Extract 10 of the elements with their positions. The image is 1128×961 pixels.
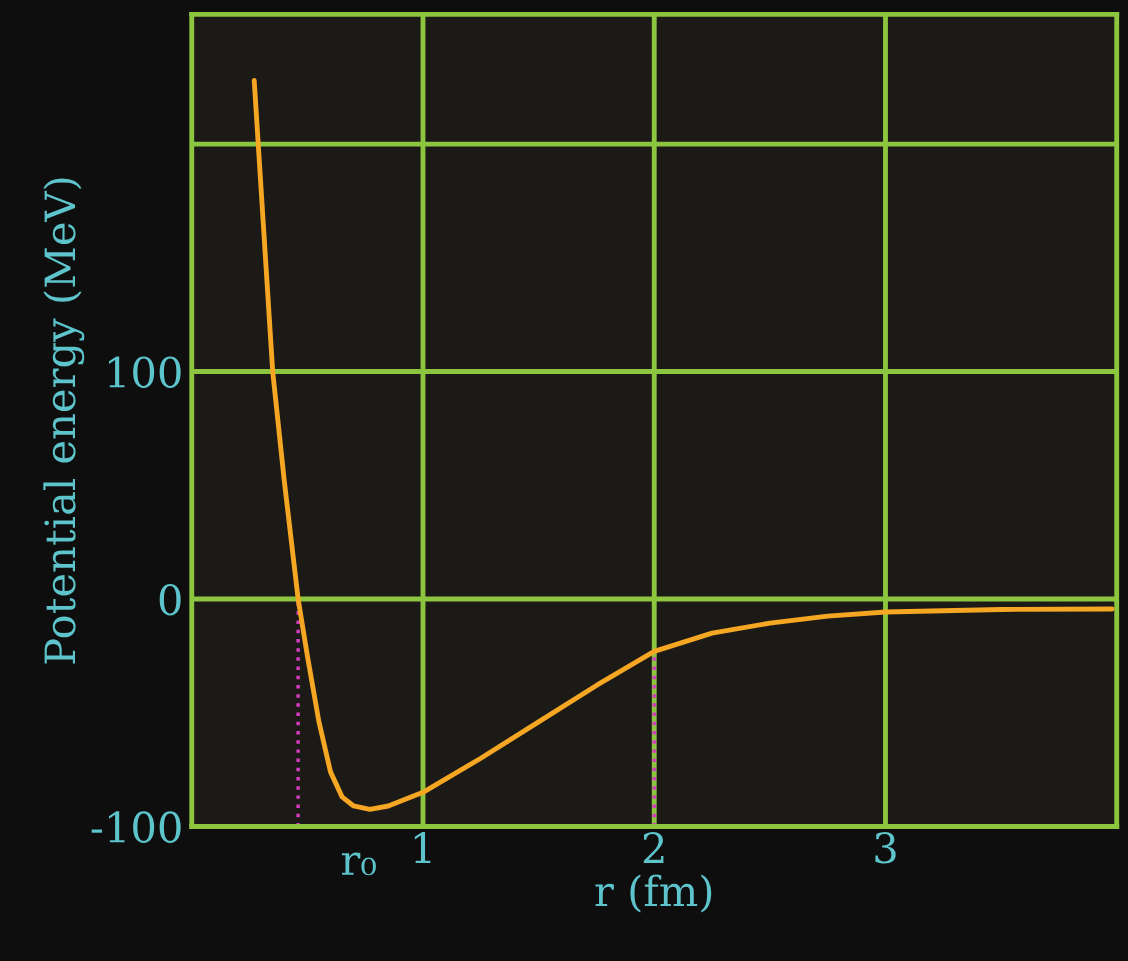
- x-tick-label: 2: [643, 832, 664, 863]
- x-tick-label: 1: [414, 832, 431, 863]
- text: r₀: [341, 852, 376, 876]
- y-tick-label: 100: [108, 356, 181, 388]
- x-axis-title: r (fm): [595, 874, 712, 913]
- x-tick-label: 3: [875, 832, 896, 864]
- y-axis-title: Potential energy (MeV): [43, 178, 85, 664]
- line-series: [251, 77, 1115, 812]
- y-tick-label: 0: [159, 583, 181, 616]
- y-tick-label: -100: [91, 811, 181, 843]
